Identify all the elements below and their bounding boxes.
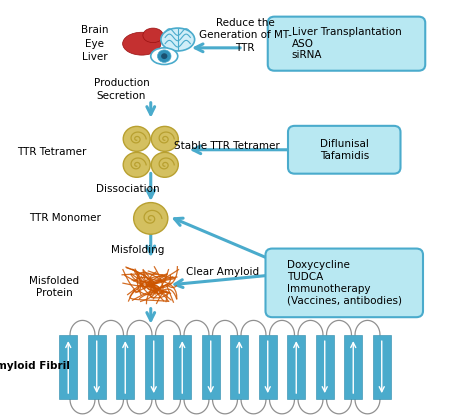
FancyBboxPatch shape	[344, 335, 362, 399]
FancyBboxPatch shape	[288, 126, 400, 174]
Ellipse shape	[122, 32, 161, 55]
FancyBboxPatch shape	[230, 335, 248, 399]
Circle shape	[123, 152, 150, 177]
FancyBboxPatch shape	[173, 335, 191, 399]
FancyBboxPatch shape	[202, 335, 220, 399]
Circle shape	[151, 152, 178, 177]
Text: Reduce the
Generation of MT-
TTR: Reduce the Generation of MT- TTR	[199, 18, 292, 53]
Circle shape	[161, 53, 167, 59]
FancyBboxPatch shape	[59, 335, 77, 399]
Text: Brain
Eye
Liver: Brain Eye Liver	[81, 25, 108, 62]
FancyBboxPatch shape	[373, 335, 391, 399]
Ellipse shape	[143, 28, 163, 42]
FancyBboxPatch shape	[117, 335, 134, 399]
FancyBboxPatch shape	[288, 335, 305, 399]
Text: Misfolding: Misfolding	[111, 245, 164, 255]
FancyBboxPatch shape	[266, 248, 423, 317]
Circle shape	[158, 50, 171, 62]
Circle shape	[123, 126, 150, 151]
Ellipse shape	[161, 28, 194, 51]
Circle shape	[151, 126, 178, 151]
FancyBboxPatch shape	[268, 17, 425, 71]
FancyBboxPatch shape	[316, 335, 333, 399]
Circle shape	[134, 203, 168, 234]
Text: Clear Amyloid: Clear Amyloid	[186, 267, 259, 277]
Ellipse shape	[151, 48, 178, 64]
Text: TTR Tetramer: TTR Tetramer	[17, 147, 86, 157]
Text: Stable TTR Tetramer: Stable TTR Tetramer	[175, 141, 280, 151]
Text: Amyloid Fibril: Amyloid Fibril	[0, 361, 70, 371]
Text: Liver Transplantation
ASO
siRNA: Liver Transplantation ASO siRNA	[292, 27, 401, 60]
Text: Dissociation: Dissociation	[96, 184, 160, 194]
Text: TTR Monomer: TTR Monomer	[29, 213, 101, 223]
Text: Diflunisal
Tafamidis: Diflunisal Tafamidis	[320, 139, 369, 161]
Text: Misfolded
Protein: Misfolded Protein	[29, 276, 79, 298]
Text: Production
Secretion: Production Secretion	[94, 78, 149, 101]
Text: Doxycycline
TUDCA
Immunotherapy
(Vaccines, antibodies): Doxycycline TUDCA Immunotherapy (Vaccine…	[287, 260, 402, 305]
FancyBboxPatch shape	[259, 335, 277, 399]
FancyBboxPatch shape	[145, 335, 162, 399]
FancyBboxPatch shape	[88, 335, 106, 399]
